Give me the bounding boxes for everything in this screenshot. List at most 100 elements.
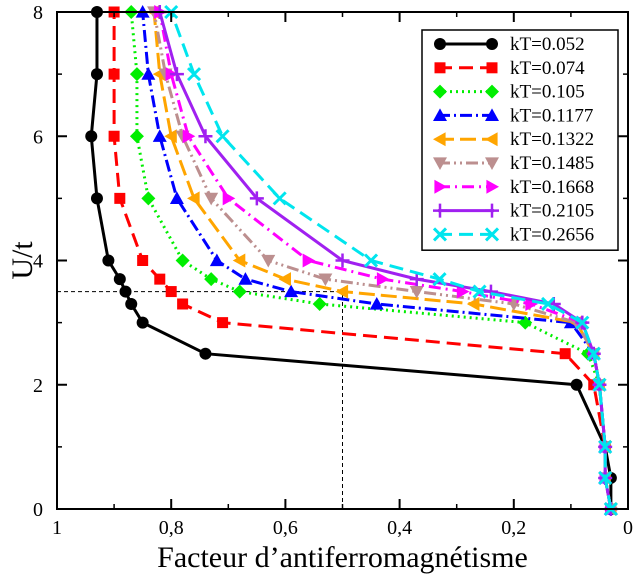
data-point: [483, 284, 498, 299]
legend-marker: [433, 203, 447, 218]
legend-item: kT=0.1485: [433, 153, 594, 174]
data-point: [312, 296, 327, 311]
legend-box: [421, 29, 619, 251]
legend-item: kT=0.1322: [433, 129, 594, 150]
data-point: [204, 192, 219, 206]
data-point: [586, 346, 601, 361]
data-point: [90, 68, 103, 81]
x-tick-label: 1: [52, 517, 62, 539]
legend-label: kT=0.1485: [510, 153, 594, 174]
data-point: [456, 284, 470, 299]
legend-item: kT=0.1177: [433, 105, 593, 126]
series-line: [169, 11, 613, 510]
data-point: [598, 439, 613, 454]
series-line: [89, 12, 613, 509]
legend-marker: [485, 84, 499, 99]
legend-marker: [485, 108, 499, 121]
legend-marker: [486, 38, 498, 50]
data-point: [108, 68, 120, 80]
data-point: [559, 348, 571, 360]
data-point: [198, 129, 213, 144]
legend-marker: [485, 157, 499, 170]
data-point: [164, 129, 177, 144]
legend-label: kT=0.1322: [510, 129, 594, 150]
data-point: [570, 378, 583, 391]
data-point: [119, 285, 132, 298]
data-point: [129, 129, 144, 144]
data-point: [466, 296, 480, 311]
legend-item: kT=0.2105: [433, 201, 594, 222]
legend-marker: [433, 157, 447, 170]
x-tick-label: 0,2: [501, 517, 526, 539]
x-axis-title: Facteur d’antiferromagnétisme: [157, 541, 528, 574]
legend-marker: [485, 203, 499, 218]
data-point: [141, 191, 156, 206]
data-point: [335, 253, 350, 268]
data-point: [165, 286, 177, 298]
data-point: [592, 377, 607, 392]
data-point: [125, 297, 138, 310]
y-tick-label: 0: [33, 499, 43, 521]
legend-label: kT=0.2105: [510, 201, 594, 222]
x-tick-label: 0,6: [273, 517, 298, 539]
data-point: [575, 315, 590, 330]
data-point: [598, 470, 613, 485]
data-point: [199, 347, 212, 360]
data-point: [472, 284, 487, 299]
data-point: [238, 272, 253, 285]
data-point: [249, 191, 264, 206]
data-point: [376, 272, 390, 287]
x-tick-label: 0: [623, 517, 633, 539]
legend-item: kT=0.052: [434, 34, 585, 55]
data-point: [102, 254, 115, 267]
legend-item: kT=0.1668: [434, 177, 594, 198]
legend-marker: [485, 132, 498, 147]
data-point: [222, 191, 236, 206]
data-point: [215, 129, 230, 144]
data-point: [169, 67, 184, 82]
data-point: [261, 254, 276, 268]
series-layer: [85, 4, 618, 517]
axis-ticks: 1 0,8 0,6 0,4 0,2 0 0 2 4 6 8: [33, 2, 633, 539]
data-point: [187, 191, 200, 206]
legend-marker: [486, 179, 499, 194]
data-point: [432, 272, 447, 287]
data-point: [302, 253, 316, 268]
data-point: [272, 191, 287, 206]
legend-marker: [434, 38, 446, 50]
data-point: [136, 316, 149, 329]
data-point: [278, 272, 291, 287]
data-point: [284, 284, 299, 298]
legend-label: kT=0.1668: [510, 177, 594, 198]
data-point: [113, 273, 126, 286]
legend-item: kT=0.2656: [432, 224, 594, 245]
data-point: [204, 272, 219, 287]
data-point: [217, 317, 229, 329]
y-tick-label: 2: [33, 375, 43, 397]
legend-marker: [433, 132, 446, 147]
y-tick-label: 4: [33, 251, 43, 273]
data-point: [186, 67, 202, 82]
data-point: [232, 284, 247, 299]
legend-marker: [432, 227, 448, 242]
legend-marker: [484, 227, 500, 242]
legend-marker: [434, 62, 446, 74]
legend-label: kT=0.105: [510, 82, 585, 103]
legend-marker: [433, 84, 447, 99]
data-point: [182, 129, 196, 144]
data-point: [85, 130, 98, 143]
legend-label: kT=0.074: [510, 58, 585, 79]
data-point: [409, 285, 424, 299]
legend-item: kT=0.105: [433, 82, 585, 103]
x-tick-label: 0,4: [387, 517, 412, 539]
data-point: [318, 273, 333, 287]
y-tick-label: 6: [33, 126, 43, 148]
data-point: [108, 130, 120, 142]
data-point: [154, 273, 166, 285]
y-axis-title: U/t: [6, 241, 39, 280]
data-point: [141, 67, 156, 80]
legend-label: kT=0.1177: [510, 105, 593, 126]
data-point: [363, 253, 379, 268]
